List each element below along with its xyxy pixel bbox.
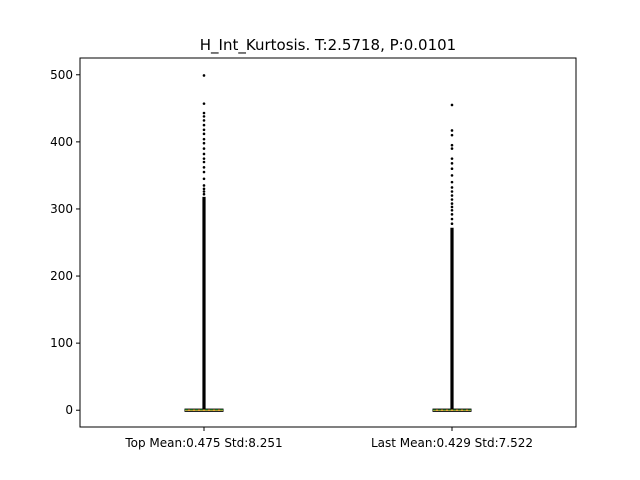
y-tick-label-500: 500 xyxy=(50,68,73,82)
outlier-point-2-4 xyxy=(450,208,454,212)
axes-frame xyxy=(79,57,577,428)
chart-title: H_Int_Kurtosis. T:2.5718, P:0.0101 xyxy=(200,36,456,55)
outlier-point-1-13 xyxy=(202,137,206,141)
x-tick-label-2: Last Mean:0.429 Std:7.522 xyxy=(371,436,533,450)
outlier-point-1-19 xyxy=(202,111,206,115)
outlier-point-2-1 xyxy=(450,222,454,226)
outlier-point-1-5 xyxy=(202,177,206,181)
outlier-point-1-4 xyxy=(202,184,206,187)
outlier-point-1-21 xyxy=(202,74,206,77)
outlier-point-1-3 xyxy=(202,187,206,191)
plot-marks xyxy=(184,74,472,412)
outlier-point-2-7 xyxy=(450,198,454,201)
outlier-point-2-10 xyxy=(450,186,454,189)
outlier-point-1-10 xyxy=(202,152,206,156)
outlier-point-2-18 xyxy=(450,133,454,137)
outlier-point-1-20 xyxy=(202,102,206,105)
outlier-point-2-2 xyxy=(450,217,454,221)
box-group-1 xyxy=(184,74,224,412)
x-tick-label-1: Top Mean:0.475 Std:8.251 xyxy=(124,436,282,450)
outlier-point-2-5 xyxy=(450,205,454,209)
y-tick-label-0: 0 xyxy=(65,403,73,417)
outlier-point-2-16 xyxy=(450,147,454,150)
outlier-point-1-16 xyxy=(202,123,206,127)
outlier-point-2-14 xyxy=(450,162,454,165)
outlier-point-2-15 xyxy=(450,157,454,160)
outlier-point-1-12 xyxy=(202,141,206,145)
outlier-point-2-8 xyxy=(450,194,454,197)
y-tick-label-400: 400 xyxy=(50,135,73,149)
outlier-point-2-13 xyxy=(450,167,454,170)
box-group-2 xyxy=(432,103,472,412)
outlier-point-1-14 xyxy=(202,132,206,136)
outlier-point-1-15 xyxy=(202,128,206,132)
y-tick-label-300: 300 xyxy=(50,202,73,216)
outlier-point-1-8 xyxy=(202,160,206,164)
outlier-point-2-11 xyxy=(450,180,454,184)
y-tick-label-200: 200 xyxy=(50,269,73,283)
outlier-point-1-17 xyxy=(202,119,206,122)
outlier-point-2-6 xyxy=(450,202,454,205)
outlier-point-2-9 xyxy=(450,190,454,193)
outlier-point-1-18 xyxy=(202,115,206,118)
y-axis: 0 100 200 300 400 500 xyxy=(50,68,80,417)
outlier-point-2-20 xyxy=(450,103,454,107)
x-axis: Top Mean:0.475 Std:8.251 Last Mean:0.429 … xyxy=(124,427,533,450)
y-tick-label-100: 100 xyxy=(50,336,73,350)
outlier-point-1-1 xyxy=(202,192,206,196)
outlier-point-1-11 xyxy=(202,147,206,150)
outlier-point-2-12 xyxy=(450,174,454,177)
outlier-point-2-17 xyxy=(450,143,454,147)
outlier-point-1-6 xyxy=(202,170,206,174)
outlier-point-1-9 xyxy=(202,157,206,160)
outlier-point-2-3 xyxy=(450,213,454,216)
outlier-point-2-19 xyxy=(450,129,454,132)
outlier-point-1-7 xyxy=(202,166,206,169)
outlier-point-1-2 xyxy=(202,190,206,193)
